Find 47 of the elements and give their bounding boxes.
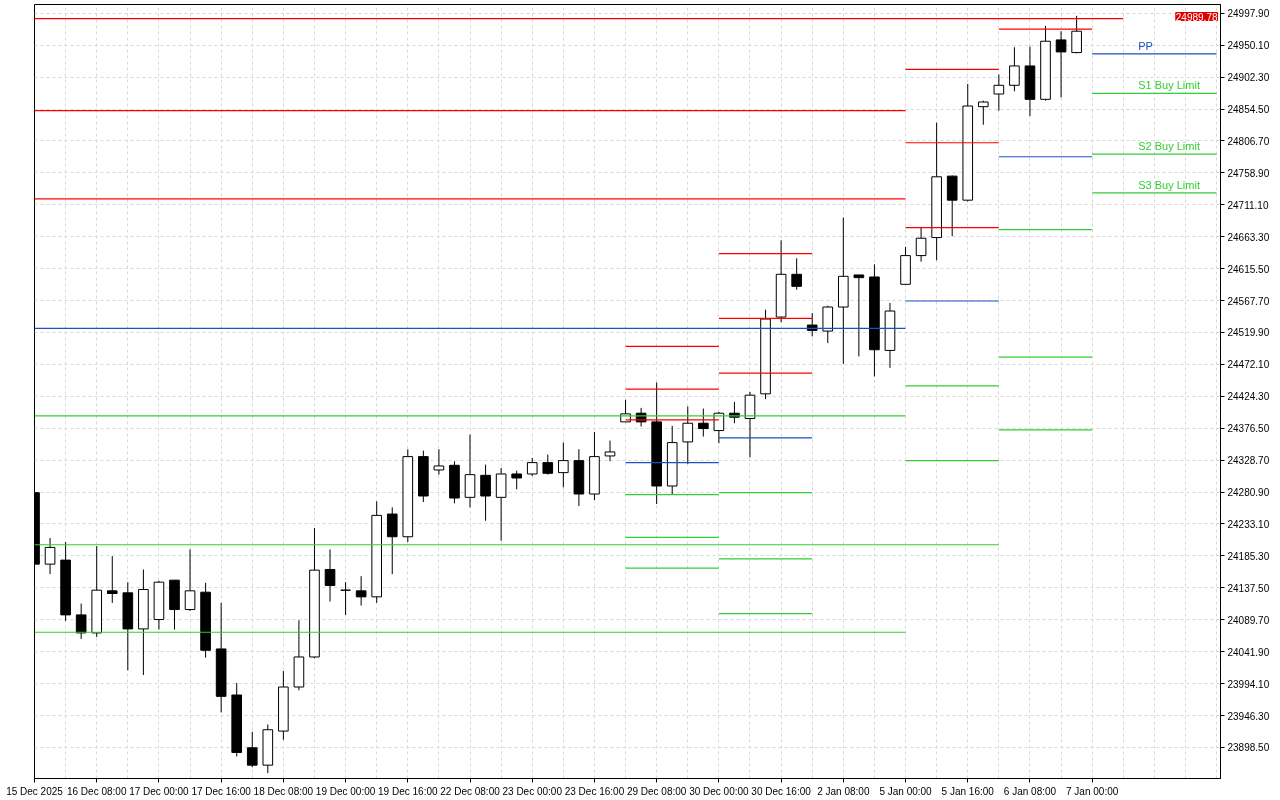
y-tick-label: 24233.10: [1227, 518, 1270, 530]
x-tick-label: 5 Jan 16:00: [941, 785, 995, 797]
y-tick-label: 23994.10: [1227, 678, 1270, 690]
x-tick-label: 5 Jan 00:00: [879, 785, 933, 797]
x-tick-label: 15 Dec 2025: [6, 785, 64, 797]
x-tick-label: 16 Dec 08:00: [66, 785, 127, 797]
y-tick-label: 23898.50: [1227, 742, 1270, 754]
y-tick-label: 23946.30: [1227, 710, 1270, 722]
x-tick-label: 6 Jan 08:00: [1003, 785, 1057, 797]
series-label: S2 Buy Limit: [1138, 140, 1200, 153]
x-tick-label: 17 Dec 00:00: [129, 785, 190, 797]
y-tick-label: 24711.10: [1227, 199, 1269, 211]
series-label: PP: [1138, 39, 1153, 52]
y-tick-label: 24137.50: [1227, 582, 1270, 594]
y-tick-label: 24902.30: [1227, 72, 1270, 84]
annotation: 24989.78: [1175, 11, 1218, 23]
y-tick-label: 24185.30: [1227, 550, 1270, 562]
y-tick-label: 24567.70: [1227, 295, 1270, 307]
x-tick-label: 17 Dec 16:00: [191, 785, 252, 797]
y-tick-label: 24041.90: [1227, 646, 1270, 658]
x-tick-label: 23 Dec 16:00: [564, 785, 625, 797]
x-tick-label: 30 Dec 16:00: [751, 785, 812, 797]
y-tick-label: 24806.70: [1227, 135, 1270, 147]
y-tick-label: 24997.90: [1227, 8, 1270, 20]
y-tick-label: 24328.70: [1227, 455, 1270, 467]
y-tick-label: 24950.10: [1227, 40, 1270, 52]
y-tick-label: 24758.90: [1227, 167, 1270, 179]
y-tick-label: 24424.30: [1227, 391, 1270, 403]
x-tick-label: 7 Jan 00:00: [1066, 785, 1119, 797]
x-tick-label: 19 Dec 00:00: [315, 785, 376, 797]
y-tick-label: 24089.70: [1227, 614, 1270, 626]
y-tick-label: 24519.90: [1227, 327, 1270, 339]
y-tick-label: 24280.90: [1227, 487, 1270, 499]
x-tick-label: 18 Dec 08:00: [253, 785, 314, 797]
x-tick-label: 19 Dec 16:00: [378, 785, 438, 797]
x-tick-label: 29 Dec 08:00: [626, 785, 687, 797]
y-tick-label: 24854.50: [1227, 104, 1270, 116]
y-tick-label: 24472.10: [1227, 359, 1270, 371]
y-tick-label: 24376.50: [1227, 423, 1270, 435]
y-tick-label: 24663.30: [1227, 231, 1270, 243]
x-tick-label: 22 Dec 08:00: [440, 785, 501, 797]
x-tick-label: 23 Dec 00:00: [502, 785, 563, 797]
y-tick-label: 24615.50: [1227, 263, 1270, 275]
series-label: S3 Buy Limit: [1138, 178, 1200, 191]
series-label: S1 Buy Limit: [1138, 79, 1200, 92]
x-tick-label: 30 Dec 00:00: [689, 785, 750, 797]
x-tick-label: 2 Jan 08:00: [817, 785, 870, 797]
